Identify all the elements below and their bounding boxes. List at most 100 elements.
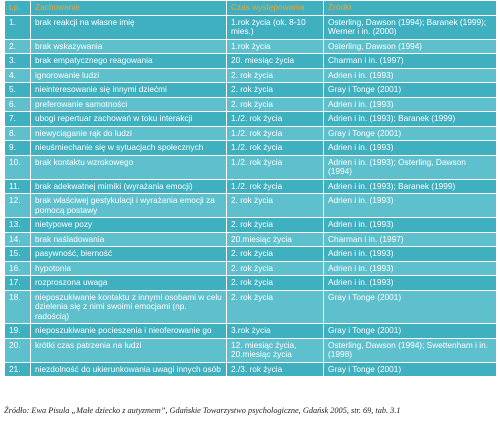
- table-row: 12. brak właściwej gestykulacji i wyrażan…: [4, 193, 497, 218]
- source: Adrien i in. (1993): [323, 246, 497, 262]
- behavior: brak empatycznego reagowania: [30, 53, 227, 69]
- table-row: 18. nieposzukiwanie kontaktu z innymi oso…: [4, 289, 497, 324]
- table-row: 21. niezdolność do ukierunkowania uwagi i…: [4, 361, 497, 377]
- table-row: 16. hypotonia 2. rok życia Adrien i in. (19…: [4, 260, 497, 276]
- onset-time: 2. rok życia: [226, 260, 324, 276]
- source: Adrien i in. (1993): [323, 275, 497, 291]
- onset-time: 1./2. rok życia: [226, 154, 324, 180]
- onset-time: 2. rok życia: [226, 217, 324, 233]
- table-row: 6. preferowanie samotności 2. rok życia Adr…: [4, 96, 497, 112]
- source: Adrien i in. (1993): [323, 140, 497, 156]
- row-number: 14.: [4, 231, 31, 247]
- source: Gray i Tonge (2001): [323, 82, 497, 98]
- row-number: 15.: [4, 246, 31, 262]
- row-number: 11.: [4, 178, 31, 194]
- table-row: 4. ignorowanie ludzi 2. rok życia Adrien i …: [4, 67, 497, 83]
- behavior: preferowanie samotności: [30, 96, 227, 112]
- table-row: 20. krótki czas patrzenia na ludzi 12. mie…: [4, 337, 497, 363]
- onset-time: 20.miesiąc życia: [226, 231, 324, 247]
- source: Adrien i in. (1993): [323, 96, 497, 112]
- table-row: 7. ubogi repertuar zachowań w toku intera…: [4, 111, 497, 127]
- behavior: brak kontaktu wzrokowego: [30, 154, 227, 180]
- onset-time: 2. rok życia: [226, 246, 324, 262]
- table: Lp. Zachowanie Czas występowania Źródło 1. b…: [4, 0, 497, 377]
- source: Osterling, Dawson (1994); Baranek (1999)…: [323, 14, 497, 40]
- onset-time: 20. miesiąc życia: [226, 53, 324, 69]
- header-cell: Źródło: [323, 0, 497, 16]
- onset-time: 1.rok życia: [226, 38, 324, 54]
- onset-time: 2. rok życia: [226, 289, 324, 324]
- source: Gray i Tonge (2001): [323, 323, 497, 339]
- onset-time: 1./2. rok życia: [226, 125, 324, 141]
- row-number: 7.: [4, 111, 31, 127]
- onset-time: 1./2. rok życia: [226, 178, 324, 194]
- source: Gray i Tonge (2001): [323, 289, 497, 324]
- row-number: 10.: [4, 154, 31, 180]
- table-row: 19. nieposzukiwanie pocieszenia i nieofer…: [4, 323, 497, 339]
- source: Adrien i in. (1993): [323, 260, 497, 276]
- row-number: 20.: [4, 337, 31, 363]
- row-number: 9.: [4, 140, 31, 156]
- source: Adrien i in. (1993); Baranek (1999): [323, 111, 497, 127]
- caption: Źródło: Ewa Pisula „Małe dziecko z autyz…: [4, 406, 401, 415]
- row-number: 5.: [4, 82, 31, 98]
- onset-time: 2. rok życia: [226, 67, 324, 83]
- source: Adrien i in. (1993): [323, 67, 497, 83]
- row-number: 17.: [4, 275, 31, 291]
- behavior: niezdolność do ukierunkowania uwagi inny…: [30, 361, 227, 377]
- row-number: 8.: [4, 125, 31, 141]
- onset-time: 2. rok życia: [226, 96, 324, 112]
- onset-time: 3.rok życia: [226, 323, 324, 339]
- behavior: niewyciąganie rąk do ludzi: [30, 125, 227, 141]
- behavior: nieposzukiwanie kontaktu z innymi osobam…: [30, 289, 227, 324]
- onset-time: 2. rok życia: [226, 275, 324, 291]
- onset-time: 1./2. rok życia: [226, 140, 324, 156]
- source: Adrien i in. (1993); Baranek (1999): [323, 178, 497, 194]
- table-row: 11. brak adekwatnej mimiki (wyrażania emo…: [4, 178, 497, 194]
- table-row: 15. pasywność, bierność 2. rok życia Adrien…: [4, 246, 497, 262]
- source: Charman i in. (1997): [323, 231, 497, 247]
- table-row: 9. nieuśmiechanie się w sytuacjach społec…: [4, 140, 497, 156]
- table-row: 14. brak naśladowania 20.miesiąc życia Char…: [4, 231, 497, 247]
- row-number: 6.: [4, 96, 31, 112]
- behavior: ubogi repertuar zachowań w toku interakc…: [30, 111, 227, 127]
- behavior: nietypowe pozy: [30, 217, 227, 233]
- onset-time: 2. rok życia: [226, 82, 324, 98]
- table-row: 8. niewyciąganie rąk do ludzi 1./2. rok ży…: [4, 125, 497, 141]
- behavior: nieuśmiechanie się w sytuacjach społeczn…: [30, 140, 227, 156]
- row-number: 16.: [4, 260, 31, 276]
- header-cell: Zachowanie: [30, 0, 227, 16]
- row-number: 3.: [4, 53, 31, 69]
- behavior: pasywność, bierność: [30, 246, 227, 262]
- row-number: 13.: [4, 217, 31, 233]
- behavior: brak naśladowania: [30, 231, 227, 247]
- source: Osterling, Dawson (1994): [323, 38, 497, 54]
- table-row: 17. rozproszona uwaga 2. rok życia Adrien i…: [4, 275, 497, 291]
- source: Adrien i in. (1993): [323, 193, 497, 218]
- table-row: 5. nieinteresowanie się innymi dziećmi 2. …: [4, 82, 497, 98]
- table-row: 1. brak reakcji na własne imię 1.rok życia…: [4, 14, 497, 40]
- onset-time: 12. miesiąc życia, 20.miesiąc życia: [226, 337, 324, 363]
- behavior: rozproszona uwaga: [30, 275, 227, 291]
- behavior: nieinteresowanie się innymi dziećmi: [30, 82, 227, 98]
- behavior: brak adekwatnej mimiki (wyrażania emocji…: [30, 178, 227, 194]
- row-number: 2.: [4, 38, 31, 54]
- row-number: 18.: [4, 289, 31, 324]
- row-number: 19.: [4, 323, 31, 339]
- onset-time: 2./3. rok życia: [226, 361, 324, 377]
- onset-time: 2. rok życia: [226, 193, 324, 218]
- table-row: 13. nietypowe pozy 2. rok życia Adrien i in…: [4, 217, 497, 233]
- header-cell: Czas występowania: [226, 0, 324, 16]
- behavior: brak reakcji na własne imię: [30, 14, 227, 40]
- source: Osterling, Dawson (1994); Swettenham i i…: [323, 337, 497, 363]
- behavior: krótki czas patrzenia na ludzi: [30, 337, 227, 363]
- source: Gray i Tonge (2001): [323, 361, 497, 377]
- header-cell: Lp.: [4, 0, 31, 16]
- row-number: 12.: [4, 193, 31, 218]
- behavior: brak wskazywania: [30, 38, 227, 54]
- source: Adrien i in. (1993): [323, 217, 497, 233]
- behavior: brak właściwej gestykulacji i wyrażania …: [30, 193, 227, 218]
- onset-time: 1./2. rok życia: [226, 111, 324, 127]
- source: Adrien i in. (1993); Osterling, Dawson (…: [323, 154, 497, 180]
